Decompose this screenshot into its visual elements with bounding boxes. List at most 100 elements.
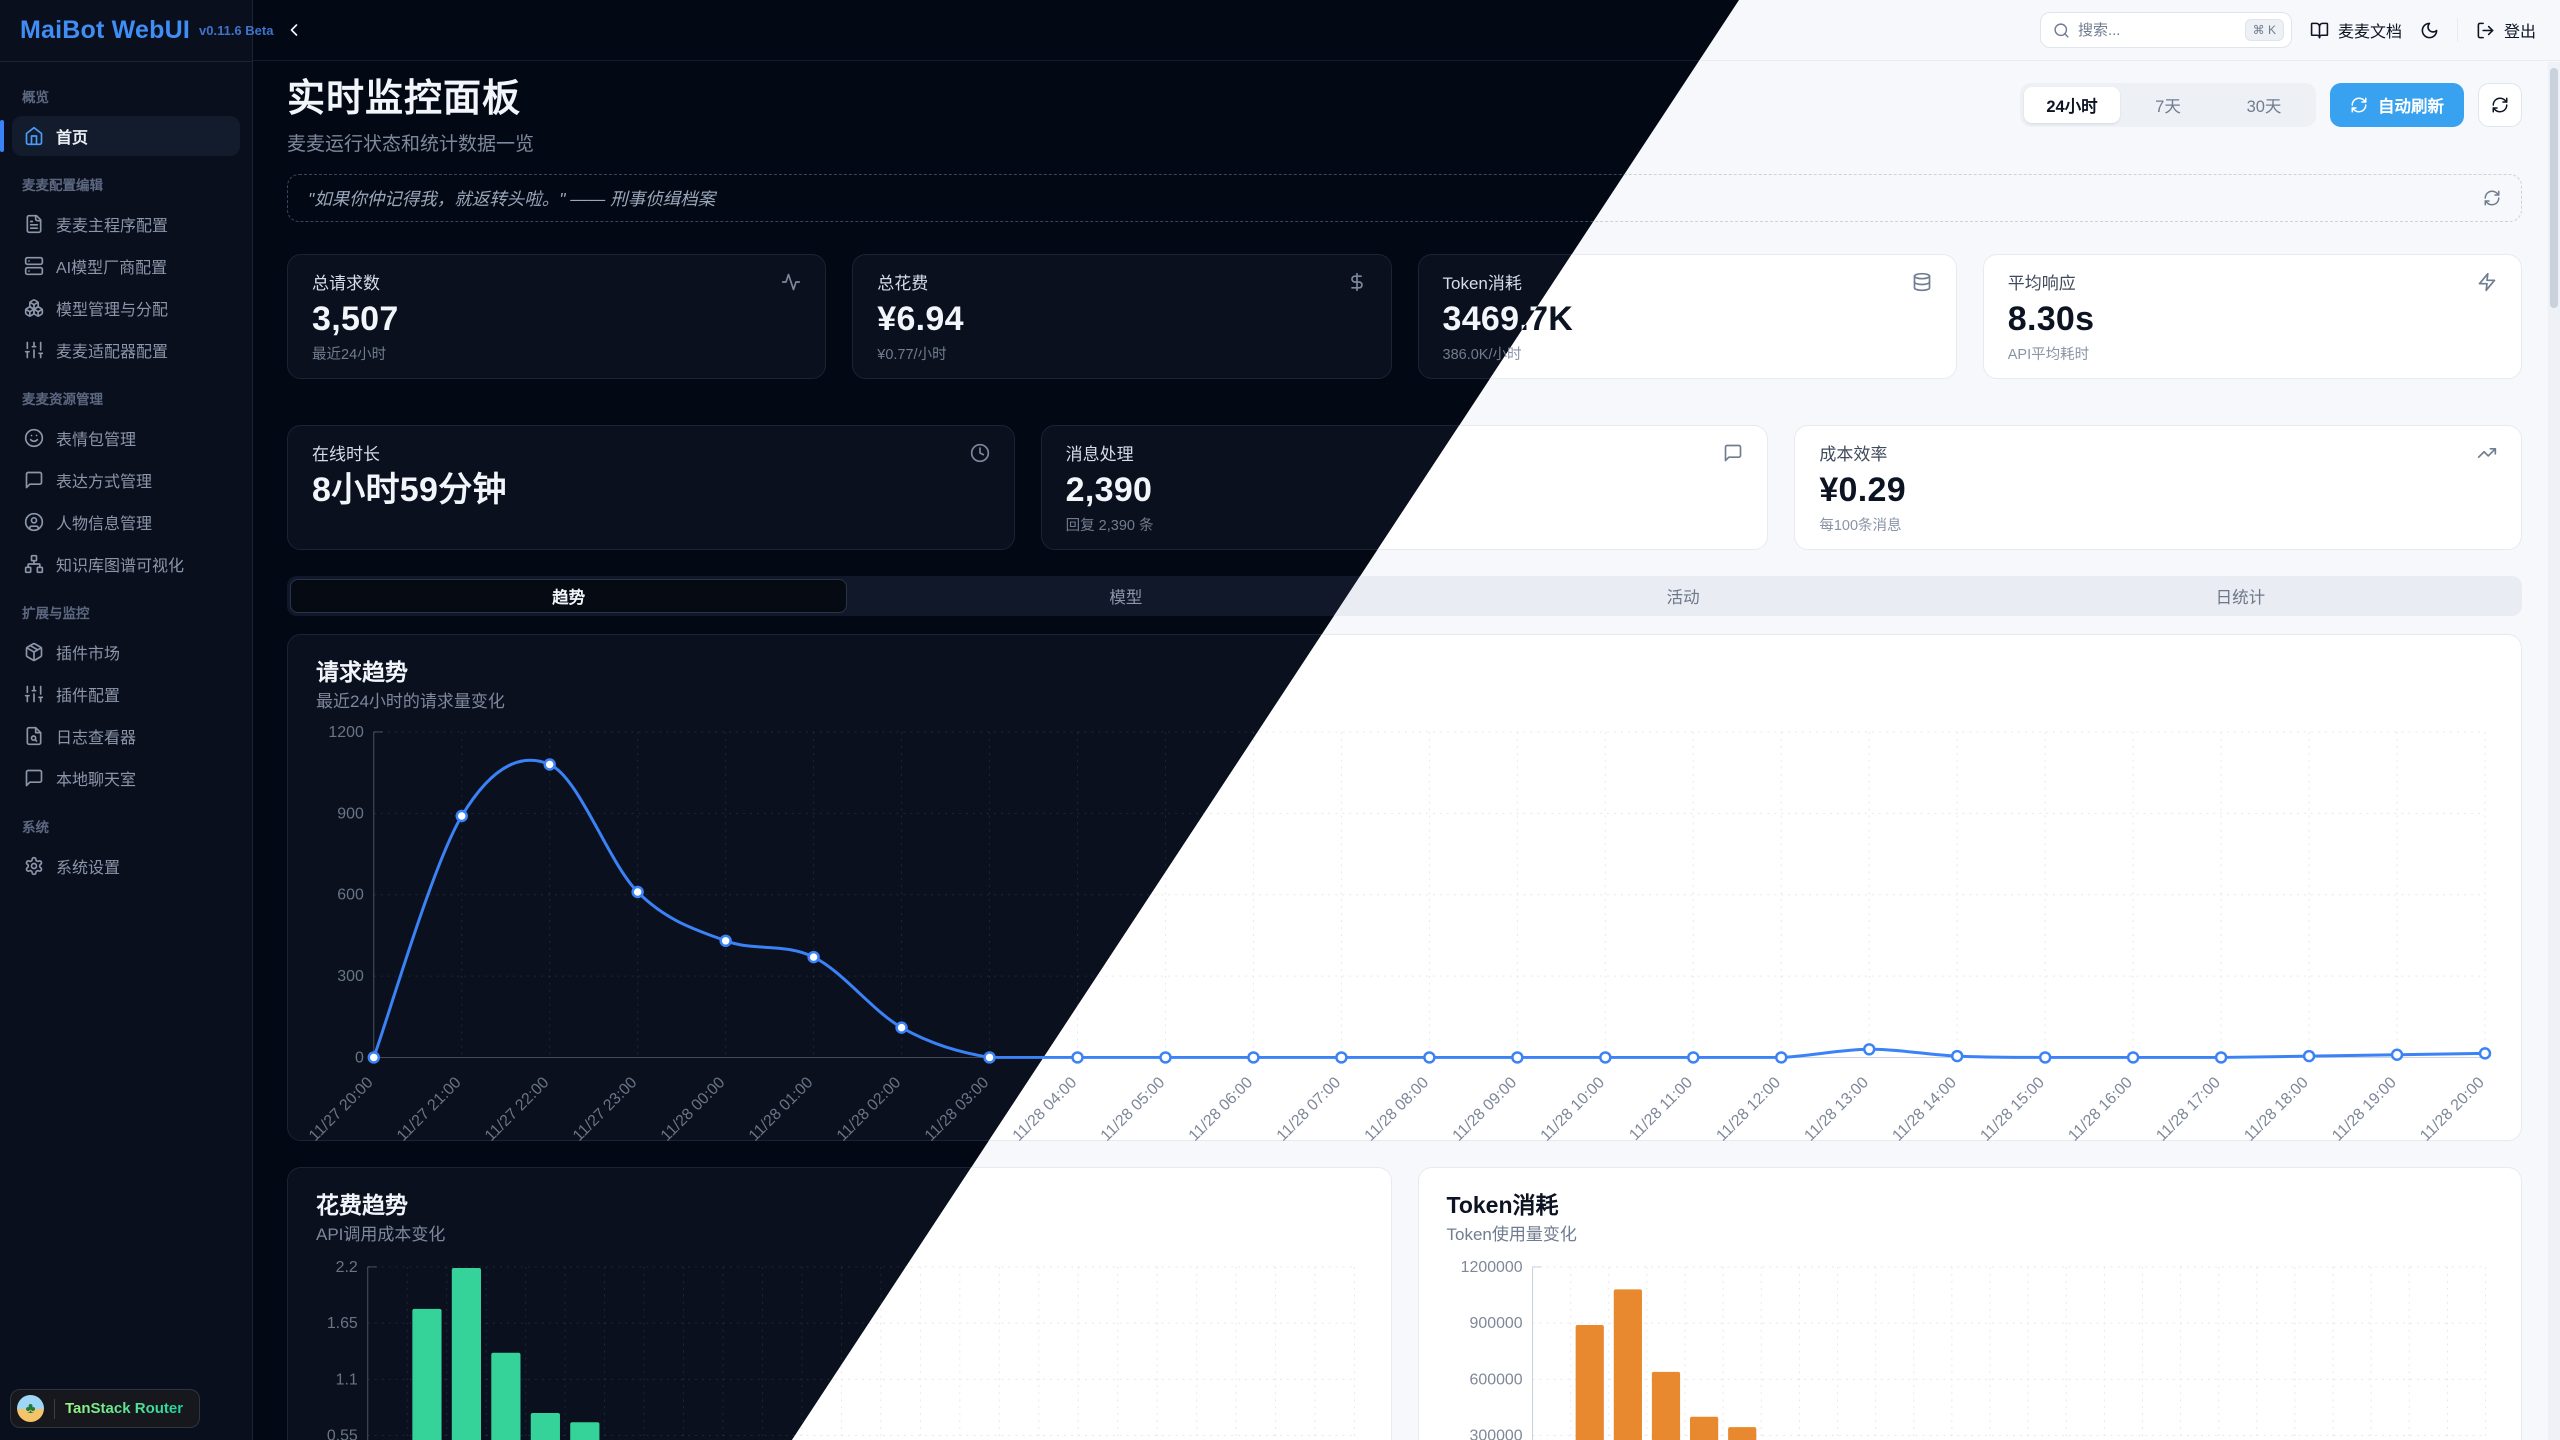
auto-refresh-button[interactable]: 自动刷新 [2330,83,2464,127]
sidebar-item-log-viewer[interactable]: 日志查看器 [12,716,240,756]
stat-label: 总请求数 [312,274,380,293]
svg-text:300000: 300000 [1469,1428,1522,1440]
stats-row-1: 总请求数 3,507 最近24小时 总花费 ¥6.94 ¥0.77/小时 Token消耗 34… [287,254,2522,379]
svg-text:11/28 15:00: 11/28 15:00 [1977,1074,2048,1145]
sidebar-section: 麦麦资源管理 表情包管理 表达方式管理 人物信息管理 知识库图谱可视化 [12,372,240,584]
app-brand: MaiBot WebUI [20,16,190,44]
stat-label: 在线时长 [312,445,380,464]
stat-label: 总花费 [877,274,929,293]
stat-value: 3,507 [312,300,399,338]
tab-活动[interactable]: 活动 [1666,589,1700,607]
sidebar-item-main-config[interactable]: 麦麦主程序配置 [12,204,240,244]
svg-text:11/28 09:00: 11/28 09:00 [1450,1074,1521,1145]
clock-icon [970,443,990,463]
stat-card: 在线时长 8小时59分钟 [287,425,1015,550]
sidebar-item-plugin-market[interactable]: 插件市场 [12,632,240,672]
stat-sub: 每100条消息 [1819,518,1902,534]
token-bar-chart: 03000006000009000001200000 [1460,1259,2486,1440]
dashboard-tabs: 趋势 模型 活动 日统计 [287,576,2522,616]
time-range-7天[interactable]: 7天 [2155,98,2181,116]
chart-subtitle: API调用成本变化 [316,1225,446,1245]
sliders-icon [24,684,44,704]
sidebar-section: 麦麦配置编辑 麦麦主程序配置 AI模型厂商配置 模型管理与分配 麦麦适配器配置 [12,158,240,370]
tab-日统计[interactable]: 日统计 [2215,589,2266,607]
svg-text:11/28 02:00: 11/28 02:00 [834,1074,905,1145]
theme-toggle-button[interactable] [2420,21,2439,40]
svg-text:11/28 11:00: 11/28 11:00 [1626,1074,1696,1144]
sidebar-item-system-settings[interactable]: 系统设置 [12,846,240,886]
stat-card-top: 平均响应 [2008,269,2497,294]
sidebar-item-adapter-config[interactable]: 麦麦适配器配置 [12,330,240,370]
server-icon [24,256,44,276]
stat-card: 平均响应 8.30s API平均耗时 [1982,254,2522,379]
logout-button[interactable]: 登出 [2476,18,2536,42]
search-box[interactable]: ⌘ K [2039,12,2292,48]
svg-text:0: 0 [355,1049,364,1066]
stat-sub: ¥0.77/小时 [877,347,947,363]
divider [54,1398,55,1419]
time-range-24小时[interactable]: 24小时 [2024,87,2120,123]
app-version: v0.11.6 Beta [199,23,274,38]
svg-text:900: 900 [337,805,364,822]
sidebar-section-label: 扩展与监控 [22,606,90,621]
sidebar-item-local-chat[interactable]: 本地聊天室 [12,758,240,798]
trending-icon [2477,443,2497,463]
quote-refresh-icon[interactable] [2483,189,2501,207]
file-search-icon [24,726,44,746]
activity-icon [781,272,801,292]
sidebar-item-knowledge-graph[interactable]: 知识库图谱可视化 [12,544,240,584]
sidebar-item-emoji-management[interactable]: 表情包管理 [12,418,240,458]
sidebar-item-label: 表情包管理 [56,432,137,449]
svg-text:11/28 13:00: 11/28 13:00 [1801,1074,1872,1145]
stat-card-top: 总请求数 [312,269,801,294]
tab-趋势[interactable]: 趋势 [290,579,848,613]
sidebar-item-label: 表达方式管理 [56,474,153,491]
page-content: 实时监控面板 麦麦运行状态和统计数据一览 24小时 7天 30天 自动刷新 [253,61,2560,1440]
sidebar-item-label: 插件配置 [56,688,121,705]
zap-icon [2477,272,2497,292]
page-subtitle: 麦麦运行状态和统计数据一览 [287,134,535,155]
sidebar-item-ai-provider-config[interactable]: AI模型厂商配置 [12,246,240,286]
refresh-icon [2491,96,2509,114]
svg-text:11/28 08:00: 11/28 08:00 [1362,1074,1433,1145]
time-range-30天[interactable]: 30天 [2246,98,2282,116]
docs-button[interactable]: 麦麦文档 [2310,18,2402,42]
svg-text:11/28 04:00: 11/28 04:00 [1010,1074,1081,1145]
page-head: 实时监控面板 麦麦运行状态和统计数据一览 24小时 7天 30天 自动刷新 [287,75,2522,156]
sidebar-section-label: 概览 [22,90,49,105]
sidebar-item-label: 麦麦适配器配置 [56,344,169,361]
sidebar-item-label: 插件市场 [56,646,121,663]
svg-text:900000: 900000 [1469,1315,1522,1332]
svg-text:300: 300 [337,968,364,985]
message-square-icon [24,470,44,490]
tab-模型[interactable]: 模型 [1109,589,1143,607]
stat-card: Token消耗 3469.7K 386.0K/小时 [1417,254,1957,379]
book-open-icon [2310,21,2329,40]
sidebar-item-model-management[interactable]: 模型管理与分配 [12,288,240,328]
svg-text:11/27 21:00: 11/27 21:00 [394,1074,465,1145]
sidebar-collapse-button[interactable] [277,13,311,47]
stat-card-top: 成本效率 [1819,440,2497,465]
svg-text:11/28 00:00: 11/28 00:00 [658,1074,729,1145]
main-area: ⌘ K 麦麦文档 登出 [253,0,2560,1440]
chart-title: Token消耗 [1446,1192,1559,1219]
sidebar-item-plugin-config[interactable]: 插件配置 [12,674,240,714]
sidebar-section: 系统 系统设置 [12,800,240,886]
stat-value: 8.30s [2007,300,2095,338]
devtools-badge[interactable]: ♣ TanStack Router [10,1389,201,1428]
search-input[interactable] [2077,21,2237,39]
smile-icon [24,428,44,448]
svg-text:11/28 12:00: 11/28 12:00 [1713,1074,1784,1145]
sidebar-item-label: 人物信息管理 [56,516,153,533]
scrollbar[interactable] [2548,62,2560,1440]
svg-text:11/27 20:00: 11/27 20:00 [306,1074,377,1145]
sidebar-item-persona-management[interactable]: 人物信息管理 [12,502,240,542]
quote-banner: "如果你仲记得我，就返转头啦。" —— 刑事侦缉档案 [287,174,2522,222]
sidebar-item-expression-management[interactable]: 表达方式管理 [12,460,240,500]
svg-text:11/28 19:00: 11/28 19:00 [2329,1074,2400,1145]
scrollbar-thumb[interactable] [2550,68,2558,308]
stat-card: 总请求数 3,507 最近24小时 [287,254,827,379]
logout-icon [2476,21,2495,40]
sidebar-item-home[interactable]: 首页 [0,116,240,156]
manual-refresh-button[interactable] [2478,83,2522,127]
